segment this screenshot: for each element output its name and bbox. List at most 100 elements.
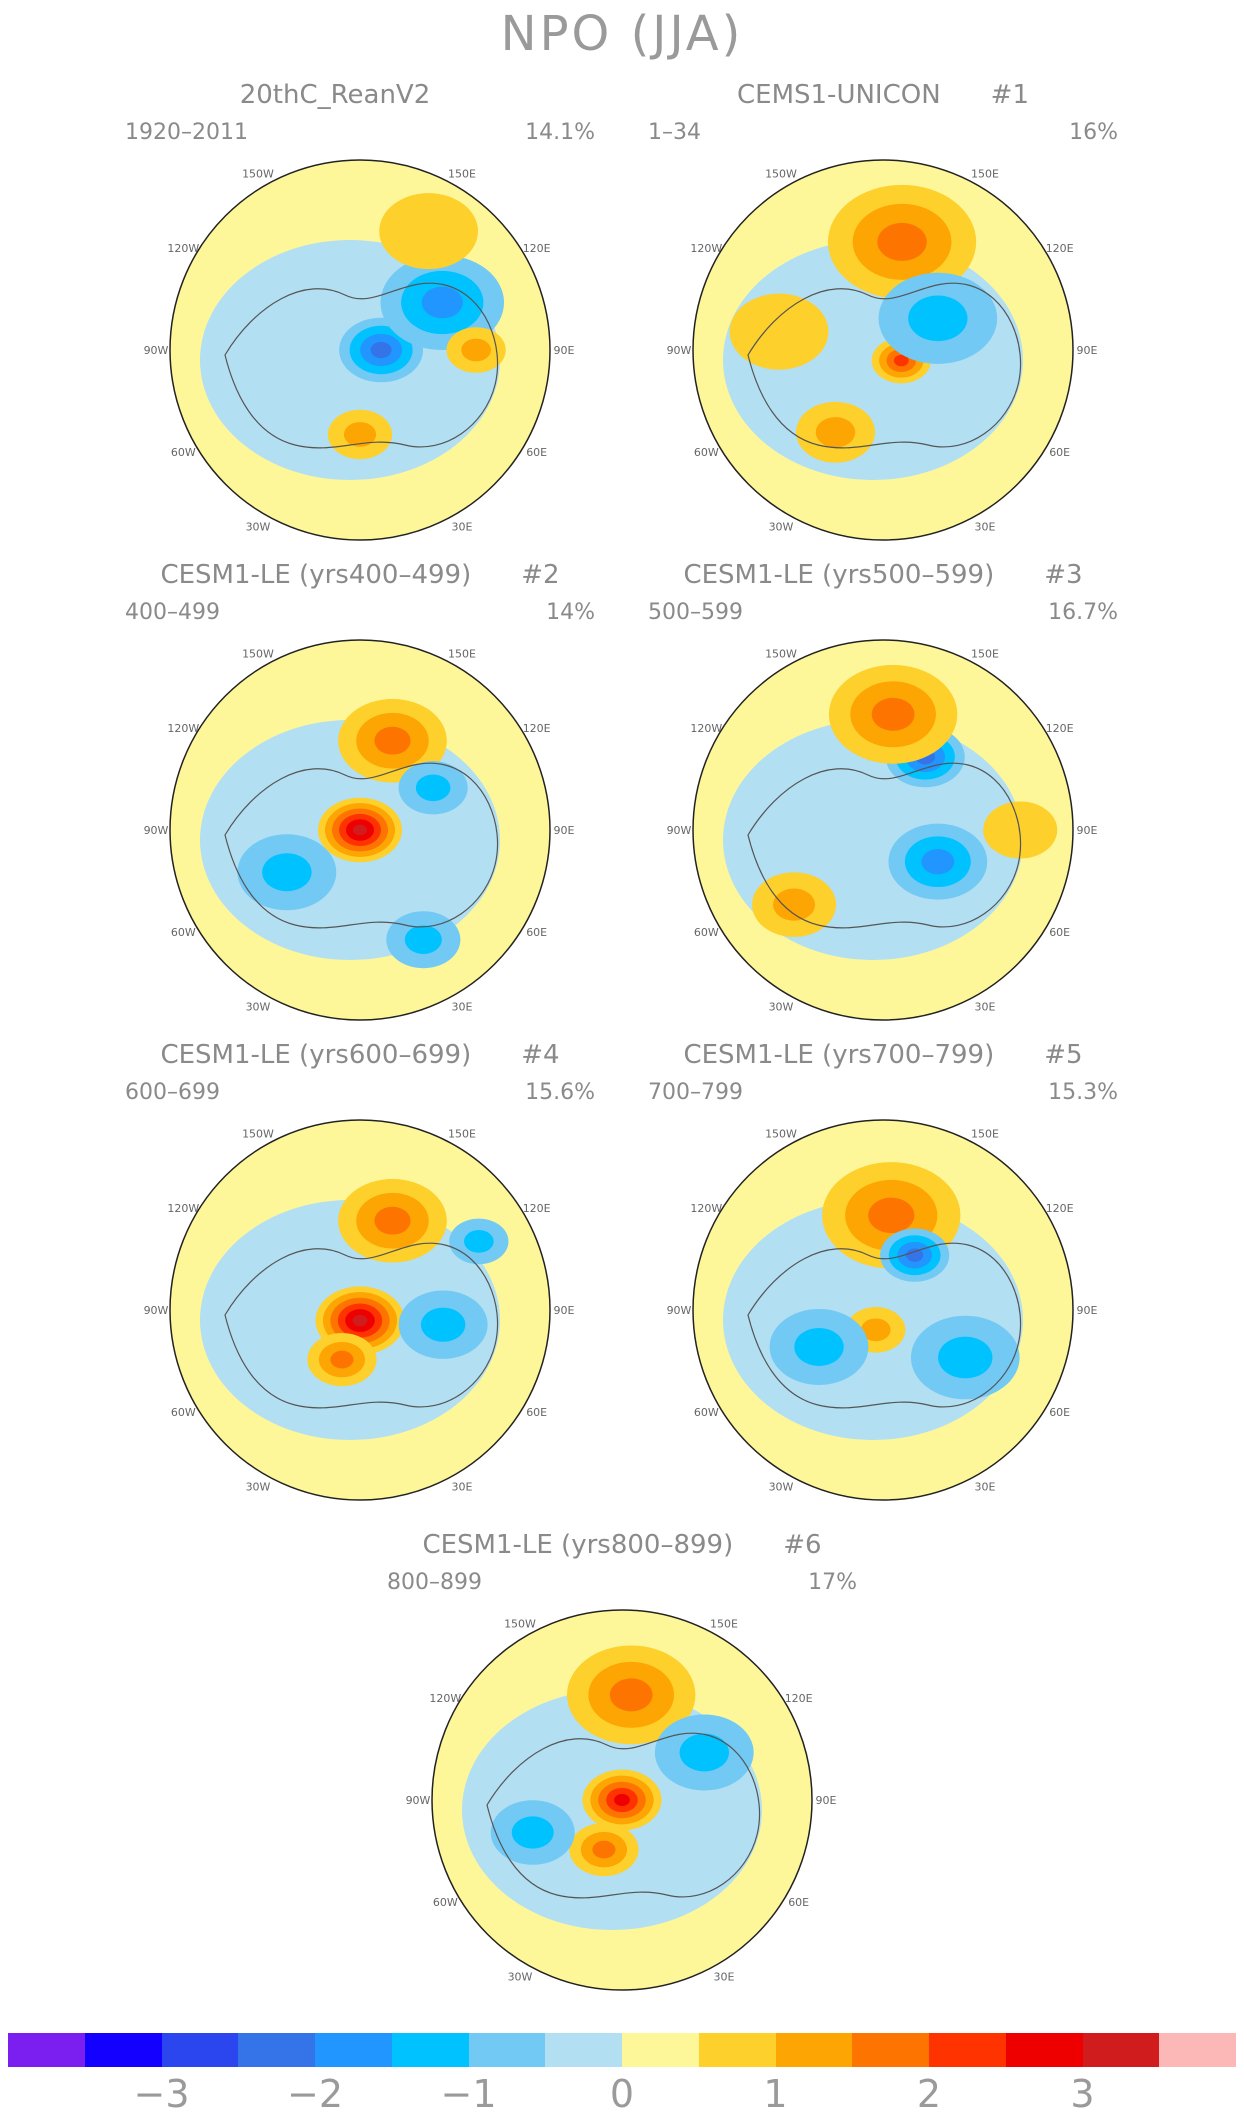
longitude-label: 150W: [765, 167, 797, 180]
panel-title: CESM1-LE (yrs800–899) #6: [387, 1530, 857, 1560]
colorbar-segment: [238, 2033, 315, 2067]
anomaly-contour: [330, 1350, 354, 1369]
anomaly-contour: [609, 1678, 653, 1712]
longitude-label: 120E: [523, 242, 551, 255]
panel-percent: 16.7%: [1048, 600, 1118, 625]
longitude-label: 120E: [523, 722, 551, 735]
panel-number: #6: [783, 1530, 822, 1560]
longitude-label: 60E: [1049, 1406, 1070, 1419]
panel-percent: 14%: [546, 600, 595, 625]
longitude-label: 120W: [690, 722, 722, 735]
panel-percent: 17%: [808, 1570, 857, 1595]
colorbar-segment: [622, 2033, 699, 2067]
polar-map: 180 150E 120E 90E 60E 30E 0 30W 60W 90W 120W 150W: [667, 630, 1098, 1030]
panel-percent: 15.3%: [1048, 1080, 1118, 1105]
colorbar-segment: [1082, 2033, 1160, 2067]
longitude-label: 30W: [246, 1001, 271, 1014]
panel-model: 20thC_ReanV2: [239, 80, 431, 110]
longitude-label: 0: [357, 1508, 364, 1510]
map-boundary: [169, 1119, 551, 1501]
map-panel: CESM1-LE (yrs400–499)#2 400–499 14% 1801…: [125, 560, 595, 1030]
longitude-label: 60W: [171, 926, 196, 939]
longitude-label: 0: [880, 1508, 887, 1510]
panel-title: 20thC_ReanV2: [125, 80, 595, 110]
panel-title: CEMS1-UNICON #1: [648, 80, 1118, 110]
colorbar-segment: [1159, 2033, 1236, 2067]
panel-period: 700–799: [648, 1080, 743, 1105]
longitude-label: 30W: [769, 1481, 794, 1494]
longitude-label: 30E: [714, 1971, 735, 1984]
panel-percent: 16%: [1069, 120, 1118, 145]
longitude-label: 30E: [975, 1001, 996, 1014]
longitude-label: 180: [612, 1600, 633, 1603]
longitude-label: 60W: [694, 446, 719, 459]
longitude-label: 90E: [1077, 824, 1098, 837]
panel-number: #4: [521, 1040, 560, 1070]
longitude-label: 90E: [554, 344, 575, 357]
anomaly-contour: [729, 293, 829, 370]
panel-period: 600–699: [125, 1080, 220, 1105]
longitude-label: 150E: [971, 1127, 999, 1140]
colorbar-tick-label: 0: [609, 2072, 635, 2116]
panel-model: CESM1-LE (yrs700–799): [683, 1040, 995, 1070]
colorbar-tick-label: 1: [763, 2072, 788, 2116]
anomaly-contour: [374, 726, 411, 755]
longitude-label: 0: [357, 1028, 364, 1030]
panel-title: CESM1-LE (yrs600–699) #4: [125, 1040, 595, 1070]
longitude-label: 60W: [694, 1406, 719, 1419]
longitude-label: 30E: [452, 1481, 473, 1494]
map-boundary: [692, 639, 1074, 1021]
colorbar-tick-label: 3: [1070, 2072, 1095, 2116]
anomaly-contour: [679, 1733, 729, 1772]
longitude-label: 60W: [694, 926, 719, 939]
longitude-label: 180: [873, 150, 894, 153]
longitude-label: 30W: [769, 521, 794, 534]
anomaly-contour: [511, 1816, 554, 1849]
longitude-label: 90W: [144, 344, 169, 357]
map-panel: CESM1-LE (yrs700–799) #5 700–799 15.3% 18…: [648, 1040, 1118, 1510]
coastline: [747, 282, 1022, 449]
longitude-label: 120W: [429, 1692, 461, 1705]
longitude-label: 120W: [690, 242, 722, 255]
map-panel: 20thC_ReanV2 1920–2011 14.1% 180 150E 120E…: [125, 80, 595, 550]
longitude-label: 120W: [690, 1202, 722, 1215]
colorbar-segment: [468, 2033, 546, 2067]
panel-period: 800–899: [387, 1570, 482, 1595]
longitude-label: 90W: [667, 1304, 692, 1317]
longitude-label: 0: [619, 1998, 626, 2000]
anomaly-contour: [773, 888, 816, 921]
panel-model: CESM1-LE (yrs600–699): [160, 1040, 472, 1070]
colorbar-segment: [852, 2033, 929, 2067]
longitude-label: 120W: [167, 242, 199, 255]
longitude-label: 90E: [554, 1304, 575, 1317]
colorbar-segment: [315, 2033, 392, 2067]
map-boundary: [692, 159, 1074, 541]
coastline: [486, 1732, 761, 1899]
longitude-label: 150E: [448, 1127, 476, 1140]
longitude-label: 150E: [710, 1617, 738, 1630]
longitude-label: 120E: [1046, 722, 1074, 735]
panel-period: 500–599: [648, 600, 743, 625]
longitude-label: 60W: [171, 1406, 196, 1419]
colorbar-segment: [1005, 2033, 1083, 2067]
longitude-label: 120E: [1046, 242, 1074, 255]
longitude-label: 60E: [788, 1896, 809, 1909]
panel-number: #5: [1044, 1040, 1083, 1070]
longitude-label: 30E: [452, 521, 473, 534]
panel-model: CESM1-LE (yrs800–899): [422, 1530, 734, 1560]
polar-map: 180 150E 120E 90E 60E 30E 0 30W 60W 90W 120W 150W: [144, 1110, 575, 1510]
colorbar-segment: [698, 2033, 776, 2067]
anomaly-contour: [421, 286, 463, 319]
anomaly-contour: [983, 801, 1058, 859]
longitude-label: 90E: [1077, 1304, 1098, 1317]
colorbar-segment: [84, 2033, 162, 2067]
longitude-label: 60E: [526, 1406, 547, 1419]
longitude-label: 90W: [144, 1304, 169, 1317]
colorbar-segment: [545, 2033, 622, 2067]
longitude-label: 150W: [765, 647, 797, 660]
longitude-label: 180: [350, 630, 371, 633]
coastline: [747, 762, 1022, 929]
longitude-label: 30W: [508, 1971, 533, 1984]
longitude-label: 90W: [667, 824, 692, 837]
panel-number: #3: [1044, 560, 1083, 590]
